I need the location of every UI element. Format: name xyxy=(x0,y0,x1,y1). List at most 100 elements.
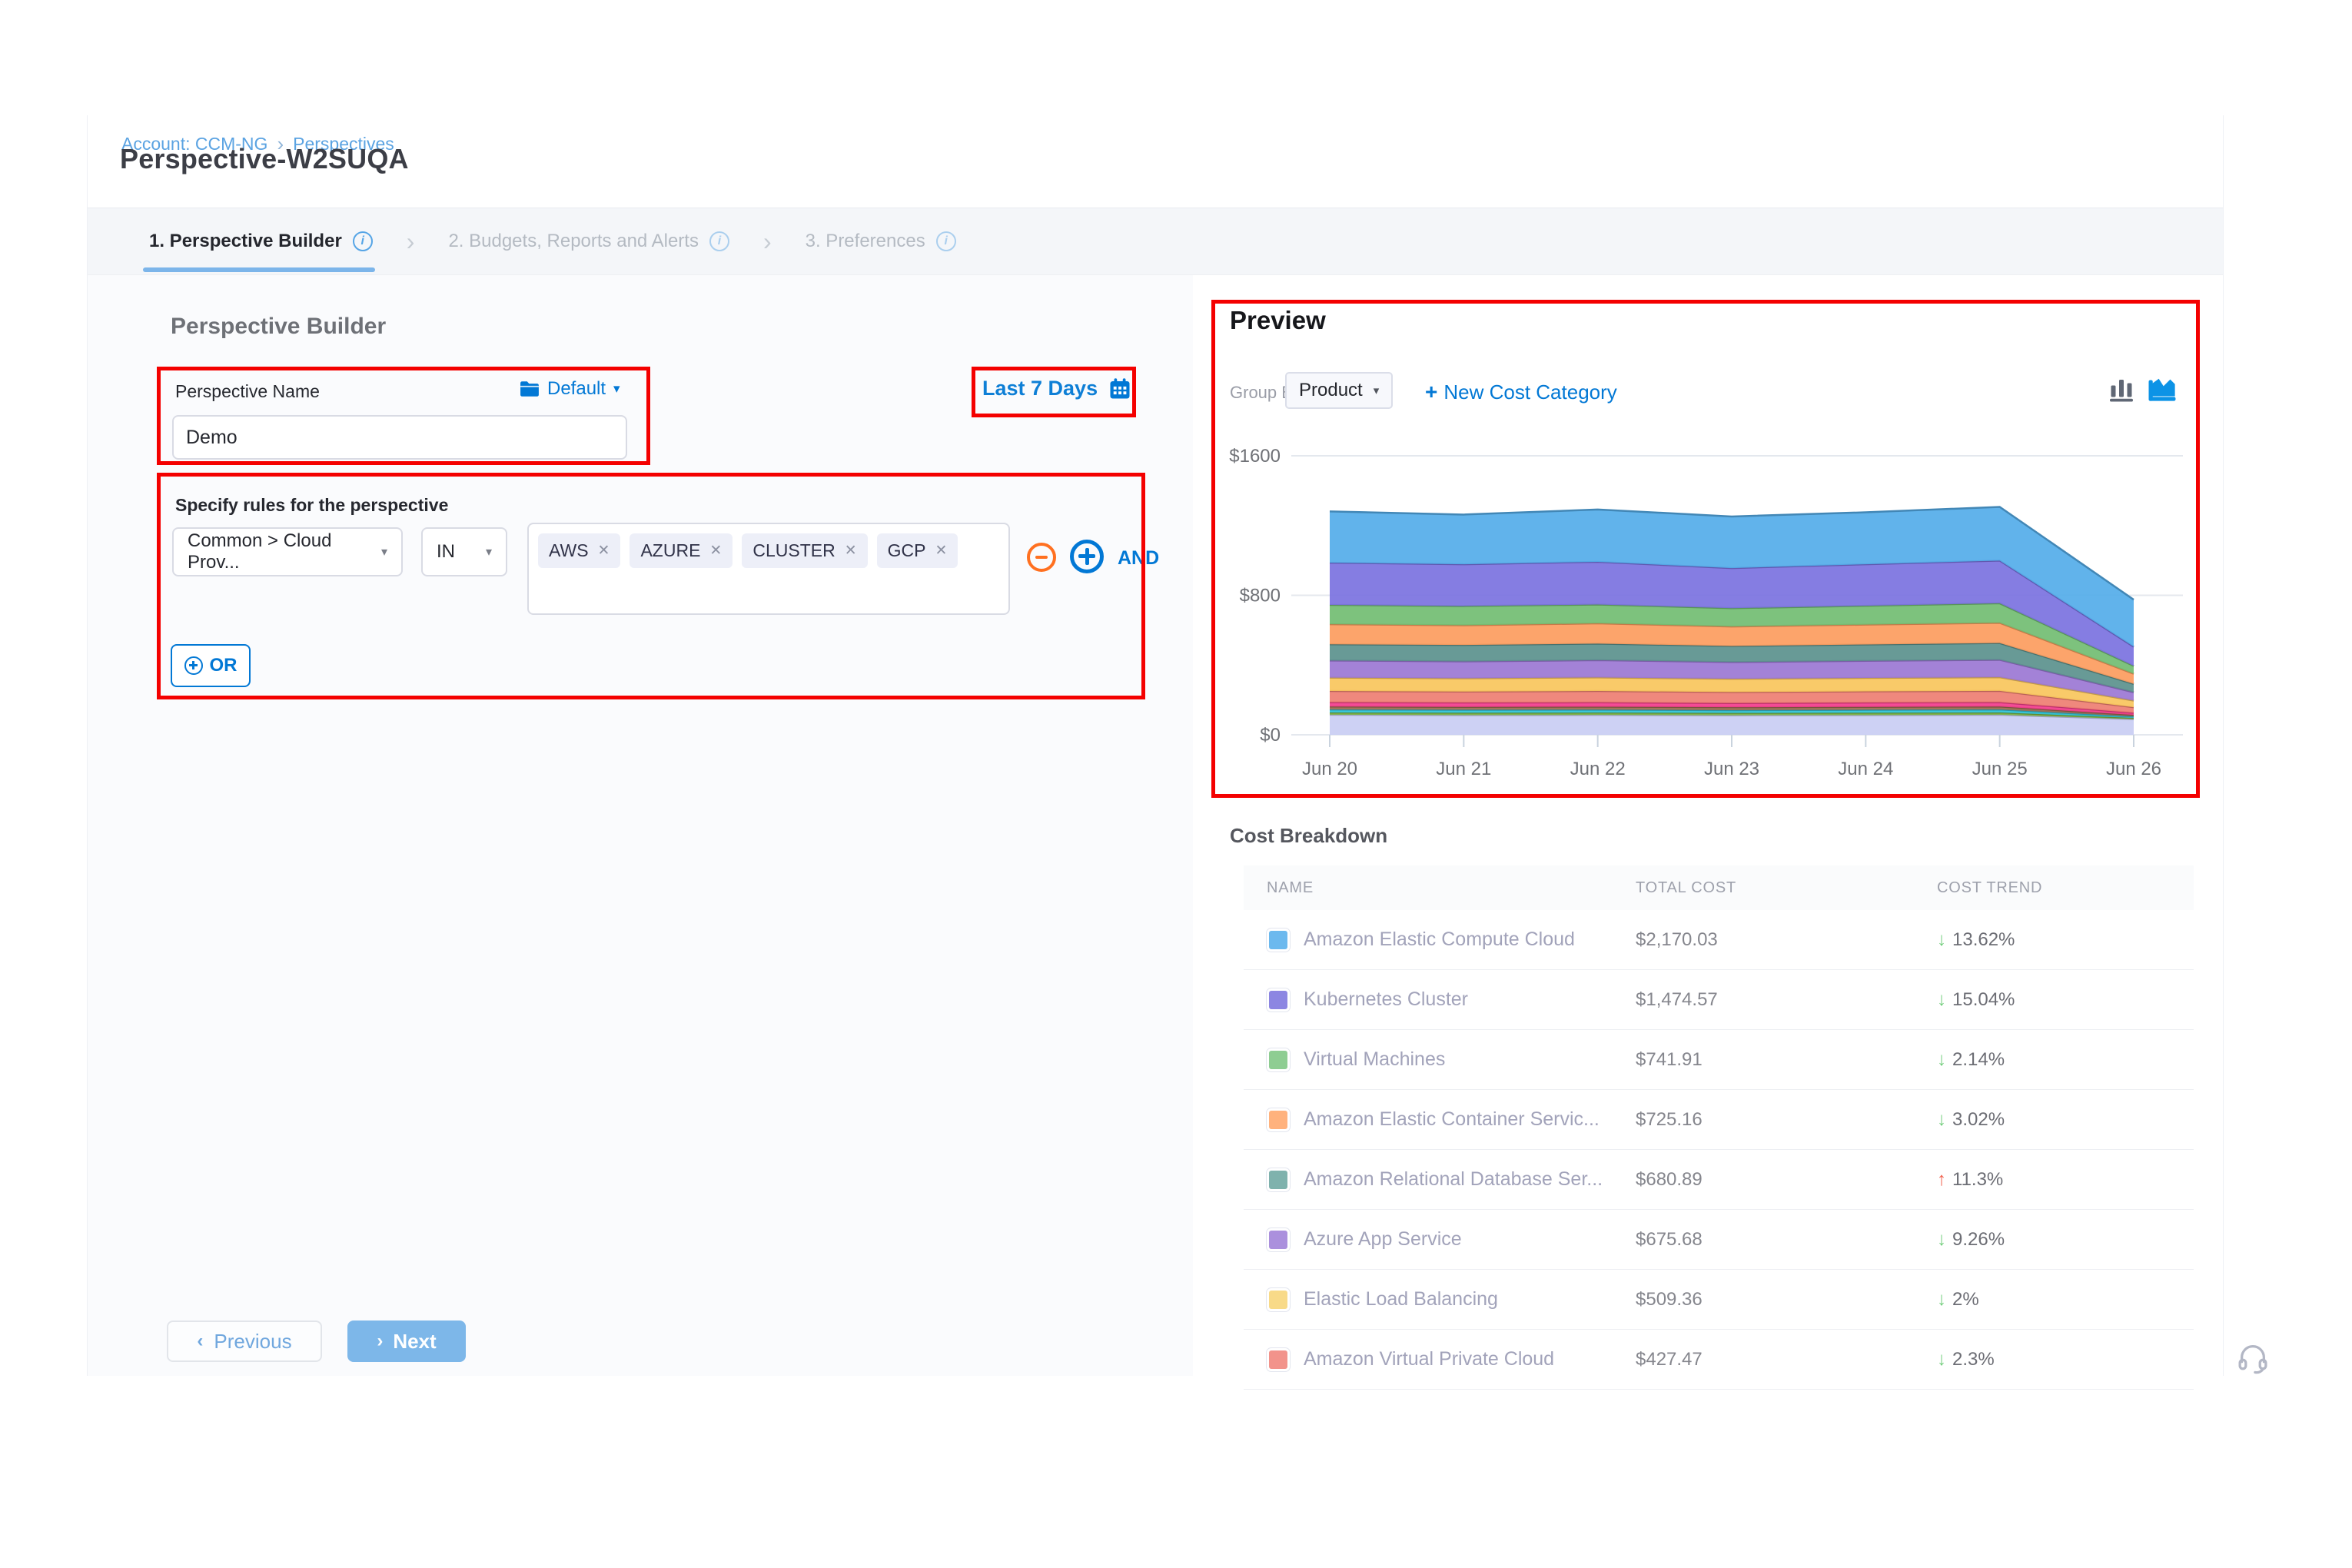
calendar-icon xyxy=(1110,377,1130,398)
help-headset-icon[interactable] xyxy=(2235,1340,2271,1376)
x-axis-label: Jun 23 xyxy=(1704,759,1759,779)
table-row[interactable]: Amazon Elastic Compute Cloud $2,170.03 ↓ 13… xyxy=(1244,910,2194,970)
row-name: Amazon Elastic Container Servic... xyxy=(1304,1108,1600,1130)
table-row[interactable]: Elastic Load Balancing $509.36 ↓ 2% xyxy=(1244,1270,2194,1330)
next-button-label: Next xyxy=(393,1329,437,1353)
x-axis-label: Jun 26 xyxy=(2106,759,2161,779)
table-row[interactable]: Amazon Elastic Container Servic... $725.1… xyxy=(1244,1090,2194,1150)
table-row[interactable]: Amazon Relational Database Ser... $680.89… xyxy=(1244,1150,2194,1210)
info-icon: i xyxy=(352,231,373,251)
trend-percent: 2.14% xyxy=(1952,1048,2005,1070)
cost-breakdown-table: NAME TOTAL COST COST TREND Amazon Elasti… xyxy=(1244,865,2194,1390)
previous-button[interactable]: ‹ Previous xyxy=(167,1321,322,1362)
row-cost-trend: ↓ 2% xyxy=(1937,1289,2194,1311)
next-button[interactable]: › Next xyxy=(347,1321,466,1362)
previous-button-label: Previous xyxy=(214,1329,292,1353)
chevron-right-icon: › xyxy=(762,228,772,255)
tab-3[interactable]: 3. Preferences i xyxy=(806,231,956,252)
folder-selector[interactable]: Default ▾ xyxy=(520,378,620,400)
rule-operator-select[interactable]: IN ▾ xyxy=(421,527,507,576)
series-color-swatch xyxy=(1267,1227,1290,1251)
area-series xyxy=(1330,690,2134,713)
trend-up-icon: ↑ xyxy=(1937,1168,1946,1190)
chevron-right-icon: › xyxy=(406,228,415,255)
add-or-rule-button[interactable]: OR xyxy=(171,644,251,687)
rule-value-tag[interactable]: AWS ✕ xyxy=(538,533,621,568)
row-total-cost: $741.91 xyxy=(1636,1048,1703,1070)
row-cost-trend: ↑ 11.3% xyxy=(1937,1169,2194,1191)
trend-percent: 15.04% xyxy=(1952,988,2015,1010)
table-row[interactable]: Azure App Service $675.68 ↓ 9.26% xyxy=(1244,1210,2194,1270)
tab-1[interactable]: 1. Perspective Builder i xyxy=(149,231,373,252)
area-series xyxy=(1330,603,2134,674)
remove-tag-icon[interactable]: ✕ xyxy=(597,543,610,559)
row-cost-trend: ↓ 3.02% xyxy=(1937,1109,2194,1131)
row-name-cell: Virtual Machines xyxy=(1267,1048,1636,1071)
chevron-right-icon: › xyxy=(377,1330,384,1351)
builder-heading: Perspective Builder xyxy=(171,314,387,339)
add-rule-button[interactable] xyxy=(1070,540,1104,573)
row-name: Kubernetes Cluster xyxy=(1304,988,1469,1010)
row-name-cell: Kubernetes Cluster xyxy=(1267,988,1636,1012)
row-cost-trend: ↓ 2.3% xyxy=(1937,1349,2194,1370)
and-label: AND xyxy=(1118,547,1160,569)
y-axis-label: $800 xyxy=(1240,586,1281,606)
perspective-name-input[interactable] xyxy=(172,415,627,460)
series-color-swatch xyxy=(1267,1048,1290,1071)
card-left-border xyxy=(87,115,88,1376)
area-series xyxy=(1330,643,2134,693)
series-color-swatch xyxy=(1267,988,1290,1012)
trend-percent: 3.02% xyxy=(1952,1108,2005,1130)
new-cost-category-button[interactable]: + New Cost Category xyxy=(1425,380,1617,404)
table-row[interactable]: Kubernetes Cluster $1,474.57 ↓ 15.04% xyxy=(1244,970,2194,1030)
tab-bar: 1. Perspective Builder i › 2. Budgets, Repo… xyxy=(88,208,2223,275)
date-range-picker[interactable]: Last 7 Days xyxy=(982,377,1131,400)
breadcrumb-perspectives-link[interactable]: Perspectives xyxy=(293,134,394,154)
row-name: Virtual Machines xyxy=(1304,1048,1446,1070)
table-row[interactable]: Amazon Virtual Private Cloud $427.47 ↓ 2.3% xyxy=(1244,1330,2194,1390)
page-title: Perspective-W2SUQA xyxy=(120,143,409,174)
x-axis-label: Jun 24 xyxy=(1838,759,1893,779)
cost-preview-chart: $0 $800 $1600 Jun 20 Jun 21 Jun 22 Jun 23 Jun 2… xyxy=(1229,446,2183,779)
row-total-cost: $675.68 xyxy=(1636,1228,1703,1250)
rule-value-tag[interactable]: GCP ✕ xyxy=(876,533,958,568)
rule-value-label: AZURE xyxy=(640,540,701,560)
table-row[interactable]: Virtual Machines $741.91 ↓ 2.14% xyxy=(1244,1030,2194,1090)
row-name: Amazon Elastic Compute Cloud xyxy=(1304,929,1575,950)
breadcrumb-account-link[interactable]: Account: CCM-NG xyxy=(121,134,268,154)
chevron-left-icon: ‹ xyxy=(197,1330,204,1351)
trend-down-icon: ↓ xyxy=(1937,1228,1946,1250)
group-by-select[interactable]: Product ▾ xyxy=(1285,372,1394,409)
row-total-cost: $509.36 xyxy=(1636,1288,1703,1310)
column-header-name: NAME xyxy=(1267,879,1314,896)
folder-icon xyxy=(520,381,539,397)
breadcrumb: Account: CCM-NG › Perspectives xyxy=(121,132,394,156)
row-name-cell: Elastic Load Balancing xyxy=(1267,1287,1636,1311)
remove-tag-icon[interactable]: ✕ xyxy=(709,543,723,559)
tab-list: 1. Perspective Builder i › 2. Budgets, Repo… xyxy=(88,208,2223,274)
row-name-cell: Amazon Virtual Private Cloud xyxy=(1267,1347,1636,1371)
or-button-label: OR xyxy=(209,655,238,676)
area-series xyxy=(1330,507,2134,647)
rule-field-select[interactable]: Common > Cloud Prov... ▾ xyxy=(172,527,403,576)
area-chart-toggle-icon[interactable] xyxy=(2146,372,2178,404)
trend-percent: 2.3% xyxy=(1952,1348,1995,1370)
remove-rule-button[interactable] xyxy=(1027,543,1056,572)
series-color-swatch xyxy=(1267,928,1290,952)
table-body: Amazon Elastic Compute Cloud $2,170.03 ↓ 13… xyxy=(1244,910,2194,1390)
rule-field-value: Common > Cloud Prov... xyxy=(188,530,332,573)
preview-title: Preview xyxy=(1230,306,1326,334)
remove-tag-icon[interactable]: ✕ xyxy=(935,543,948,559)
rule-value-tag[interactable]: CLUSTER ✕ xyxy=(742,533,868,568)
chevron-down-icon: ▾ xyxy=(380,546,387,559)
remove-tag-icon[interactable]: ✕ xyxy=(844,543,857,559)
chevron-down-icon: ▾ xyxy=(613,381,620,396)
rule-value-tag[interactable]: AZURE ✕ xyxy=(630,533,733,568)
row-name-cell: Amazon Relational Database Ser... xyxy=(1267,1168,1636,1191)
x-axis-label: Jun 22 xyxy=(1570,759,1626,779)
bar-chart-toggle-icon[interactable] xyxy=(2108,375,2135,403)
area-series xyxy=(1330,706,2134,717)
tab-2[interactable]: 2. Budgets, Reports and Alerts i xyxy=(448,231,729,252)
rule-values-box[interactable]: AWS ✕ AZURE ✕ CLUSTER ✕ GCP ✕ xyxy=(527,523,1010,615)
